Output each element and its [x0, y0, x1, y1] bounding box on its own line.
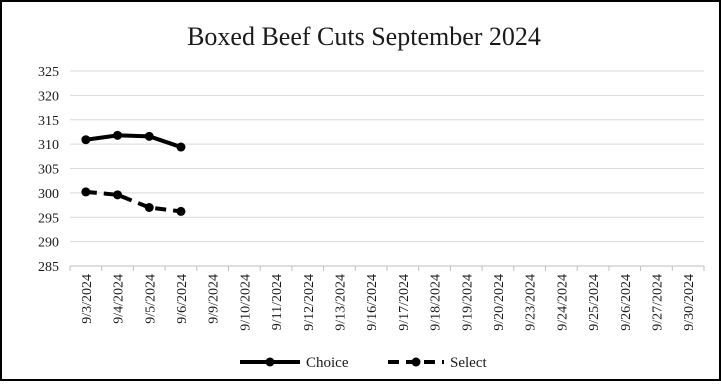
data-series: [81, 130, 186, 216]
x-tick-label-9-25-2024: 9/25/2024: [587, 274, 602, 331]
legend-marker-select: [411, 357, 421, 367]
x-tick-label-9-20-2024: 9/20/2024: [492, 274, 507, 331]
x-tick-label-9-3-2024: 9/3/2024: [80, 274, 95, 324]
x-tick-label-9-6-2024: 9/6/2024: [175, 274, 190, 324]
data-point-select-9-3-2024: [81, 187, 91, 197]
x-tick-label-9-19-2024: 9/19/2024: [460, 274, 475, 331]
y-tick-label-310: 310: [38, 138, 59, 153]
data-point-choice-9-5-2024: [144, 131, 154, 141]
y-tick-label-285: 285: [38, 260, 59, 275]
data-point-select-9-4-2024: [113, 190, 123, 200]
legend-label-choice: Choice: [306, 355, 349, 371]
x-tick-label-9-9-2024: 9/9/2024: [207, 274, 222, 324]
y-tick-label-325: 325: [38, 65, 59, 80]
x-tick-label-9-17-2024: 9/17/2024: [397, 274, 412, 331]
y-tick-label-295: 295: [38, 211, 59, 226]
x-tick-label-9-13-2024: 9/13/2024: [333, 274, 348, 331]
legend: Choice Select: [240, 355, 487, 371]
x-tick-label-9-24-2024: 9/24/2024: [555, 274, 570, 331]
x-axis-tick-labels: 9/3/2024 9/4/2024 9/5/2024 9/6/2024 9/9/2024…: [80, 274, 697, 331]
y-tick-label-290: 290: [38, 236, 59, 251]
x-tick-label-9-23-2024: 9/23/2024: [524, 274, 539, 331]
data-point-choice-9-4-2024: [113, 130, 123, 140]
x-tick-label-9-26-2024: 9/26/2024: [619, 274, 634, 331]
y-tick-label-300: 300: [38, 187, 59, 202]
series-line-select: [85, 189, 182, 214]
y-axis-tick-labels: 285 290 295 300 305 310 315 320 325: [38, 65, 59, 275]
x-tick-label-9-5-2024: 9/5/2024: [143, 274, 158, 324]
y-tick-label-305: 305: [38, 163, 59, 178]
x-tick-label-9-30-2024: 9/30/2024: [682, 274, 697, 331]
x-tick-label-9-4-2024: 9/4/2024: [112, 274, 127, 324]
x-tick-label-9-18-2024: 9/18/2024: [429, 274, 444, 331]
data-point-choice-9-6-2024: [176, 142, 186, 152]
boxed-beef-line-chart: Boxed Beef Cuts September 2024 285 290 295…: [38, 22, 705, 371]
x-tick-label-9-27-2024: 9/27/2024: [650, 274, 665, 331]
x-tick-label-9-12-2024: 9/12/2024: [302, 274, 317, 331]
x-tick-label-9-16-2024: 9/16/2024: [365, 274, 380, 331]
chart-title: Boxed Beef Cuts September 2024: [187, 22, 541, 51]
legend-marker-choice: [265, 357, 275, 367]
x-tick-label-9-11-2024: 9/11/2024: [270, 274, 285, 330]
gridlines: [70, 70, 704, 243]
x-tick-label-9-10-2024: 9/10/2024: [238, 274, 253, 331]
y-tick-label-315: 315: [38, 114, 59, 129]
data-point-select-9-6-2024: [176, 206, 186, 216]
data-point-select-9-5-2024: [144, 203, 154, 212]
y-tick-label-320: 320: [38, 89, 59, 104]
data-point-choice-9-3-2024: [81, 135, 91, 145]
axes: [69, 265, 705, 271]
series-line-choice: [85, 133, 182, 149]
legend-label-select: Select: [450, 355, 487, 371]
